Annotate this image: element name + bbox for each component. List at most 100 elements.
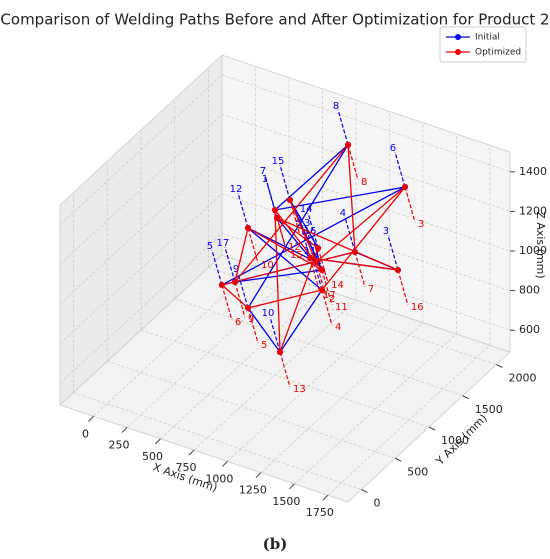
- label-leader: [347, 144, 359, 181]
- x-tick: [188, 449, 195, 456]
- grid-line: [174, 298, 463, 397]
- z-tick-label: 1000: [519, 244, 547, 257]
- legend-label: Optimized: [475, 48, 521, 58]
- path-point: [345, 141, 352, 148]
- label-leader: [397, 269, 409, 306]
- x-tick: [155, 438, 161, 445]
- label-leader: [237, 192, 249, 229]
- path-point: [277, 349, 284, 356]
- legend: Initial Optimized: [439, 26, 527, 63]
- point-label: 2: [329, 294, 335, 305]
- legend-label: Initial: [475, 33, 500, 43]
- label-leader: [321, 269, 333, 306]
- path-point: [286, 196, 293, 203]
- path-point: [271, 206, 278, 213]
- grid-line: [73, 392, 362, 490]
- y-tick: [395, 457, 402, 462]
- grid-line: [59, 153, 223, 305]
- path-point: [315, 245, 322, 252]
- x-tick: [255, 472, 262, 479]
- point-label: 9: [233, 264, 239, 275]
- label-leader: [321, 289, 333, 326]
- path-point: [351, 248, 358, 255]
- grid-line: [208, 267, 497, 365]
- path-point: [318, 286, 325, 293]
- label-leader: [279, 351, 291, 388]
- point-label: 5: [261, 340, 267, 351]
- point-label: 4: [340, 208, 346, 219]
- y-tick: [361, 489, 368, 493]
- point-label: 6: [390, 143, 396, 154]
- z-tick-label: 600: [519, 323, 540, 336]
- path-point: [318, 266, 325, 273]
- point-label: 10: [262, 308, 275, 319]
- grid-line: [59, 74, 223, 226]
- label-leader: [234, 281, 246, 318]
- point-label: 5: [207, 241, 213, 252]
- y-tick-label: 2000: [509, 372, 537, 385]
- z-axis-label: Z Axis (mm): [534, 211, 547, 278]
- label-leader: [337, 109, 349, 146]
- point-label: 13: [293, 384, 306, 395]
- path-point: [394, 266, 401, 273]
- path-point: [218, 281, 225, 288]
- legend-marker: [455, 49, 461, 55]
- grid-line: [221, 153, 511, 252]
- x-tick-label: 500: [142, 450, 163, 463]
- point-label: 3: [383, 226, 389, 237]
- path-point: [307, 255, 314, 262]
- x-tick: [322, 494, 329, 501]
- x-tick: [289, 483, 295, 490]
- y-tick-label: 500: [407, 465, 428, 478]
- x-tick: [121, 427, 128, 433]
- y-tick-label: 1500: [475, 403, 503, 416]
- label-leader: [394, 151, 406, 188]
- label-leader: [354, 251, 366, 288]
- path-point: [401, 184, 408, 191]
- label-leader: [289, 199, 301, 236]
- point-label: 16: [411, 302, 424, 313]
- point-label: 11: [335, 302, 348, 313]
- label-leader: [247, 307, 259, 344]
- label-leader: [279, 164, 291, 201]
- x-tick: [88, 415, 94, 422]
- point-label: 7: [368, 284, 374, 295]
- label-leader: [224, 246, 236, 283]
- z-tick-label: 800: [519, 284, 540, 297]
- label-leader: [309, 257, 321, 294]
- legend-marker: [455, 34, 461, 40]
- grid-line: [59, 114, 223, 265]
- point-label: 1: [303, 232, 309, 243]
- label-leader: [307, 212, 319, 249]
- label-leader: [317, 247, 329, 284]
- y-tick-label: 0: [374, 497, 381, 510]
- point-label: 14: [331, 280, 344, 291]
- label-leader: [247, 227, 259, 264]
- y-tick: [428, 426, 436, 431]
- point-label: 8: [361, 177, 367, 188]
- back-pane: [221, 54, 511, 353]
- x-tick-label: 1750: [306, 506, 334, 519]
- grid-line: [221, 114, 511, 212]
- point-label: 15: [290, 250, 303, 261]
- path-point: [273, 214, 280, 221]
- y-tick: [496, 364, 503, 368]
- point-label: 1: [262, 174, 268, 185]
- z-tick-label: 1400: [519, 165, 547, 178]
- point-label: 8: [333, 101, 339, 112]
- point-label: 12: [230, 184, 243, 195]
- grid-line: [59, 193, 223, 344]
- legend-box: [439, 26, 527, 63]
- x-tick-label: 0: [82, 427, 89, 440]
- point-label: 14: [300, 204, 313, 215]
- point-label: 17: [323, 290, 336, 301]
- grid-line: [221, 232, 511, 331]
- point-label: 3: [418, 219, 424, 230]
- x-tick: [222, 461, 228, 467]
- label-leader: [387, 234, 399, 271]
- grid-line: [107, 360, 396, 459]
- x-tick-label: 1250: [239, 484, 267, 497]
- label-leader: [264, 174, 276, 211]
- x-tick-label: 250: [108, 439, 129, 452]
